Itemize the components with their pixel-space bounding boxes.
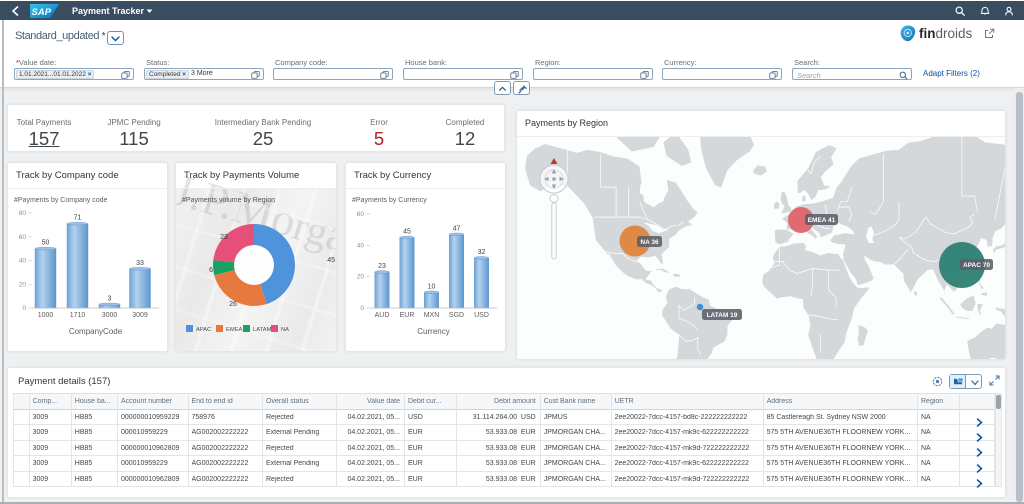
svg-text:23: 23: [378, 263, 386, 270]
svg-text:71: 71: [74, 215, 82, 222]
svg-text:SAP: SAP: [32, 7, 52, 18]
svg-text:APAC: APAC: [196, 327, 211, 333]
svg-text:APAC 70: APAC 70: [963, 262, 990, 269]
svg-text:3000: 3000: [102, 312, 118, 319]
svg-text:EUR: EUR: [400, 312, 415, 319]
svg-text:EMEA 41: EMEA 41: [808, 217, 836, 224]
svg-text:0: 0: [360, 305, 364, 312]
svg-text:AUD: AUD: [375, 312, 390, 319]
svg-text:3009: 3009: [132, 312, 148, 319]
svg-text:23: 23: [220, 234, 228, 241]
svg-text:0: 0: [22, 305, 26, 312]
svg-text:10: 10: [428, 283, 436, 290]
svg-text:MXN: MXN: [424, 312, 440, 319]
svg-text:45: 45: [403, 229, 411, 236]
svg-text:USD: USD: [474, 312, 489, 319]
svg-text:CompanyCode: CompanyCode: [69, 327, 123, 336]
svg-text:47: 47: [453, 225, 461, 232]
svg-text:1000: 1000: [38, 312, 54, 319]
svg-text:50: 50: [42, 240, 50, 247]
svg-text:40: 40: [19, 258, 27, 265]
svg-text:80: 80: [19, 210, 27, 217]
svg-text:3: 3: [108, 295, 112, 302]
svg-text:60: 60: [357, 211, 365, 218]
svg-text:40: 40: [357, 242, 365, 249]
svg-text:#Payments by Currency: #Payments by Currency: [352, 197, 427, 204]
svg-text:NA: NA: [281, 327, 289, 333]
svg-text:60: 60: [19, 234, 27, 241]
svg-text:Currency: Currency: [417, 327, 449, 336]
svg-text:EMEA: EMEA: [226, 327, 243, 333]
svg-text:#Payments volume by Region: #Payments volume by Region: [182, 197, 275, 204]
svg-text:SGD: SGD: [449, 312, 464, 319]
svg-text:NA 36: NA 36: [640, 239, 659, 246]
svg-text:32: 32: [478, 249, 486, 256]
svg-text:LATAM 19: LATAM 19: [707, 312, 738, 319]
svg-text:20: 20: [357, 274, 365, 281]
svg-text:#Payments by Company code: #Payments by Company code: [14, 197, 107, 204]
svg-text:26: 26: [229, 301, 237, 308]
svg-text:LATAM: LATAM: [253, 327, 272, 333]
svg-text:6: 6: [209, 267, 213, 274]
svg-text:33: 33: [136, 260, 144, 267]
svg-text:20: 20: [19, 281, 27, 288]
svg-text:45: 45: [327, 257, 335, 264]
svg-text:1710: 1710: [70, 312, 86, 319]
